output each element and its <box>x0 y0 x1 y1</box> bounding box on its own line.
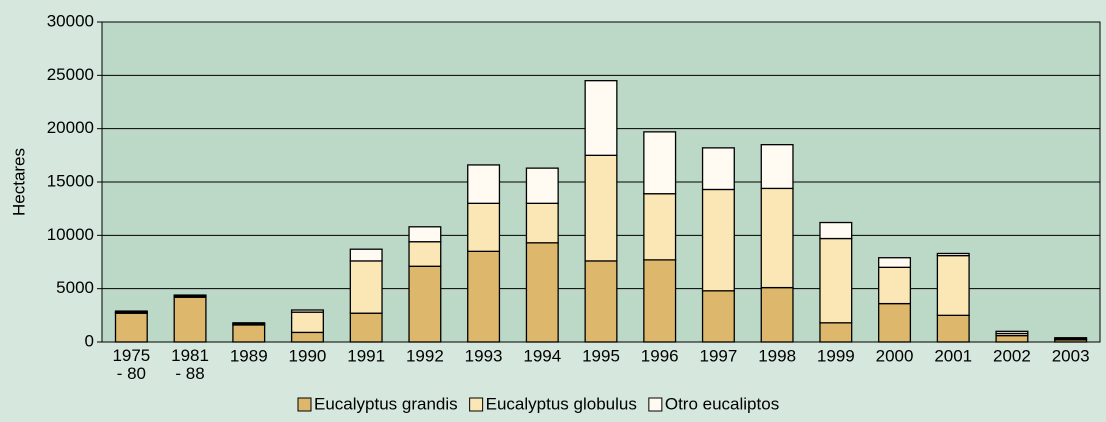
x-tick-label: 1975- 80 <box>112 346 150 383</box>
bar-segment <box>760 286 794 343</box>
bar-segment <box>760 187 794 289</box>
bar-segment <box>701 147 735 191</box>
legend-swatch <box>648 397 663 412</box>
x-tick-label: 1990 <box>289 346 327 365</box>
bar-segment <box>173 294 207 297</box>
bar-segment <box>701 188 735 292</box>
legend-label: Eucalyptus grandis <box>314 394 458 413</box>
bar-segment <box>584 80 618 156</box>
bar-segment <box>643 259 677 343</box>
bar-segment <box>408 241 442 267</box>
y-tick-label: 25000 <box>47 65 94 84</box>
bar-segment <box>349 312 383 343</box>
bar-segment <box>584 260 618 343</box>
x-tick-label: 2001 <box>934 346 972 365</box>
x-tick-label: 1981- 88 <box>171 346 209 383</box>
bar-segment <box>232 322 266 325</box>
legend-swatch <box>469 397 484 412</box>
bar-segment <box>525 242 559 343</box>
legend-swatch <box>297 397 312 412</box>
bar-segment <box>819 322 853 343</box>
bar-segment <box>643 131 677 195</box>
bar-segment <box>467 250 501 343</box>
y-tick-label: 0 <box>85 331 94 350</box>
y-tick-label: 20000 <box>47 118 94 137</box>
bar-segment <box>936 254 970 316</box>
x-tick-label: 1991 <box>347 346 385 365</box>
bar-segment <box>760 144 794 190</box>
y-tick-label: 5000 <box>56 278 94 297</box>
legend-label: Eucalyptus globulus <box>486 394 637 413</box>
y-axis-label: Hectares <box>9 148 28 216</box>
y-tick-label: 30000 <box>47 11 94 30</box>
bar-segment <box>114 310 148 313</box>
bar-segment <box>349 248 383 262</box>
x-tick-label: 1997 <box>699 346 737 365</box>
bar-segment <box>467 164 501 204</box>
x-tick-label: 1999 <box>817 346 855 365</box>
bar-segment <box>878 257 912 268</box>
bar-segment <box>584 154 618 262</box>
bar-segment <box>1054 337 1088 340</box>
bar-segment <box>467 202 501 252</box>
bar-segment <box>936 252 970 257</box>
x-tick-label: 1998 <box>758 346 796 365</box>
bar-segment <box>819 237 853 324</box>
x-tick-line: - 88 <box>175 364 204 383</box>
bar-segment <box>525 202 559 244</box>
x-tick-label: 2002 <box>993 346 1031 365</box>
bar-segment <box>995 334 1029 343</box>
bar-segment <box>173 296 207 343</box>
bar-segment <box>936 314 970 343</box>
bar-segment <box>878 266 912 305</box>
bar-segment <box>643 193 677 261</box>
x-tick-label: 1994 <box>523 346 561 365</box>
x-tick-label: 2000 <box>876 346 914 365</box>
bar-segment <box>232 324 266 343</box>
bar-segment <box>878 302 912 343</box>
bar-segment <box>290 309 324 313</box>
y-tick-label: 10000 <box>47 225 94 244</box>
x-tick-line: - 80 <box>117 364 146 383</box>
x-tick-label: 2003 <box>1052 346 1090 365</box>
x-tick-label: 1993 <box>465 346 503 365</box>
y-tick-label: 15000 <box>47 171 94 190</box>
bar-segment <box>408 265 442 343</box>
x-tick-label: 1992 <box>406 346 444 365</box>
bar-segment <box>525 167 559 204</box>
x-tick-line: 1981 <box>171 346 209 365</box>
bar-segment <box>114 312 148 343</box>
bar-segment <box>408 226 442 243</box>
bar-segment <box>701 290 735 343</box>
bar-segment <box>995 330 1029 335</box>
x-tick-label: 1995 <box>582 346 620 365</box>
legend-label: Otro eucaliptos <box>665 394 779 413</box>
x-tick-label: 1989 <box>230 346 268 365</box>
bar-segment <box>349 260 383 314</box>
bar-segment <box>290 331 324 343</box>
x-tick-line: 1975 <box>112 346 150 365</box>
x-tick-label: 1996 <box>641 346 679 365</box>
bar-segment <box>290 311 324 334</box>
bar-segment <box>819 221 853 240</box>
